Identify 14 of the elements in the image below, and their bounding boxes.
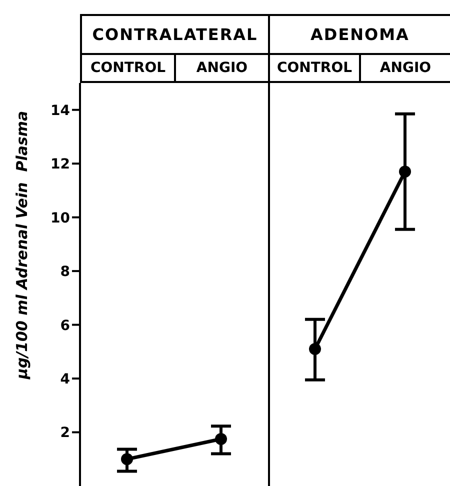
x-tick-label: ANGIO xyxy=(359,55,450,81)
chart-title: ADENOMA xyxy=(268,14,450,55)
y-tick-label: 14 xyxy=(50,102,70,119)
y-tick-label: 12 xyxy=(50,156,70,173)
x-tick-label: ANGIO xyxy=(174,55,268,81)
x-tick-label: CONTROL xyxy=(89,59,167,78)
chart-title: CONTRALATERAL xyxy=(80,14,268,55)
y-tick-label: 10 xyxy=(50,210,70,226)
y-axis-title: μg/100 ml Adrenal Vein Plasma xyxy=(13,110,31,379)
y-tick-label: 6 xyxy=(60,318,70,334)
y-tick-label: 8 xyxy=(60,264,70,280)
y-tick-label: 4 xyxy=(60,372,70,388)
x-tick-label: CONTROL xyxy=(276,59,354,78)
y-tick-label: 2 xyxy=(60,425,70,442)
